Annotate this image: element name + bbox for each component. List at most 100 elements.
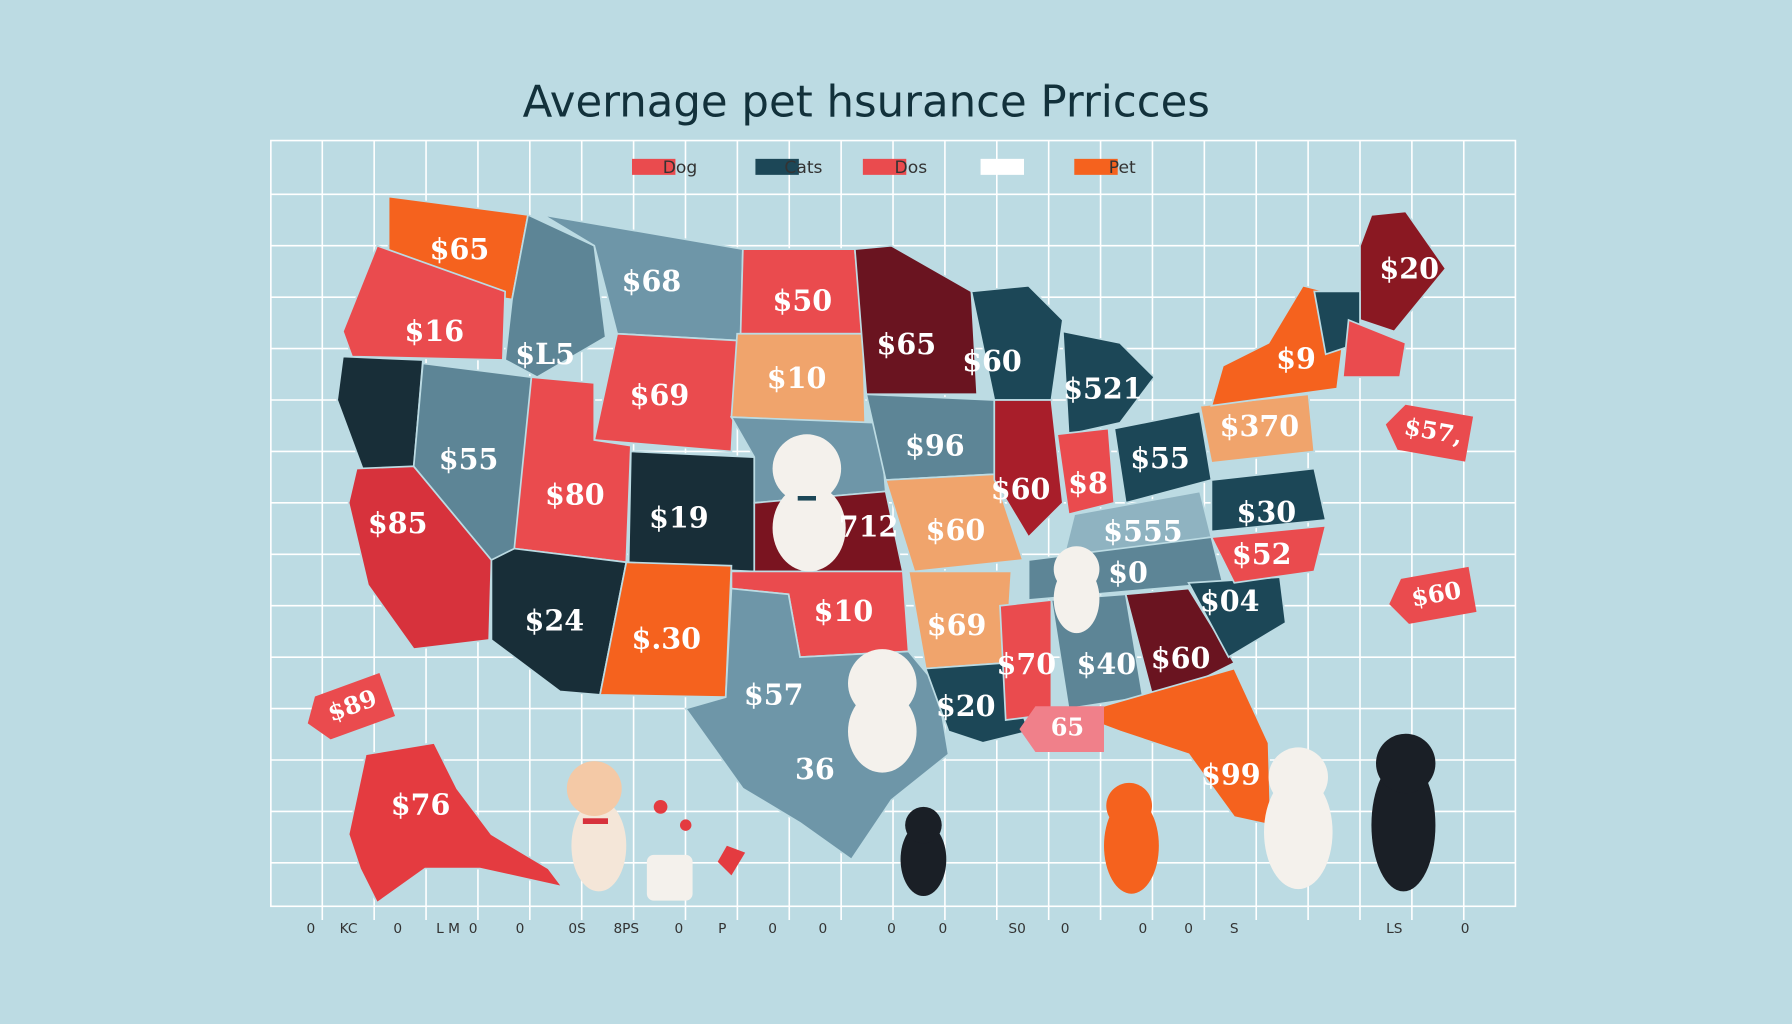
price-label: $555 [1103, 514, 1183, 548]
state [1341, 318, 1407, 378]
legend-label: Cats [784, 158, 822, 178]
state [1061, 330, 1156, 436]
price-label: $370 [1220, 409, 1300, 443]
price-label: $96 [905, 429, 965, 463]
axis-label: P [718, 921, 726, 937]
cat [1104, 782, 1159, 894]
axis-label: 0 [1184, 921, 1193, 937]
price-label: $10 [814, 594, 874, 628]
price-label: $20 [1379, 251, 1439, 285]
axis-label: 0 [887, 921, 896, 937]
legend-label: Pet [1109, 158, 1136, 178]
price-label: $65 [430, 232, 490, 266]
price-label: $24 [524, 603, 584, 637]
price-label: $L5 [515, 337, 575, 371]
price-label: $20 [936, 689, 996, 723]
axis-label: 0 [1138, 921, 1147, 937]
axis-label: 0 [1461, 921, 1470, 937]
axis-label: 0 [674, 921, 683, 937]
island [653, 800, 668, 814]
price-label: $50 [772, 283, 832, 317]
state [1210, 467, 1327, 533]
price-label: 36 [795, 752, 835, 786]
axis-label: 0 [469, 921, 478, 937]
axis-label: L M [436, 921, 460, 937]
state [1056, 427, 1116, 516]
animals [566, 434, 1436, 901]
price-label: $60 [926, 513, 986, 547]
title: Avernage pet hsurance Prricces [523, 78, 1210, 128]
axis-label: S0 [1008, 921, 1025, 937]
price-label: $30 [1236, 495, 1296, 529]
axis-label: 8PS [613, 921, 639, 937]
price-label: $0 [1108, 555, 1148, 589]
dog [566, 761, 627, 892]
axis-label: KC [340, 921, 358, 937]
tag-shape [1385, 404, 1474, 462]
state [993, 399, 1064, 539]
state [853, 244, 979, 396]
price-label: $.30 [631, 622, 701, 656]
state [924, 661, 1030, 744]
cat [900, 806, 947, 896]
price-tags: $89 65 $57, $60 [307, 404, 1477, 752]
legend-swatch [755, 158, 799, 175]
legend-swatch [862, 158, 907, 175]
cat [646, 854, 693, 901]
axis-label: S [1230, 921, 1239, 937]
price-tag: $89 [307, 673, 396, 740]
price-label: $85 [368, 506, 428, 540]
tag-shape [1019, 706, 1104, 752]
price-label: $8 [1068, 466, 1108, 500]
price-label: $52 [1232, 537, 1292, 571]
state [970, 284, 1064, 401]
price-label: $04 [1200, 584, 1260, 618]
price-label: $16 [404, 314, 464, 348]
tag-label: 65 [1051, 713, 1084, 742]
price-label: $55 [439, 442, 499, 476]
axis-label: 0 [516, 921, 525, 937]
state [593, 332, 739, 453]
price-label: $60 [962, 344, 1022, 378]
price-label: $70 [996, 647, 1056, 681]
axis-label: 0 [768, 921, 777, 937]
price-label: $68 [622, 264, 682, 298]
legend-swatch [632, 158, 676, 175]
price-label: $19 [649, 500, 709, 534]
island [680, 819, 692, 831]
price-label: 712 [839, 510, 899, 544]
dog [848, 649, 917, 773]
price-label: $76 [391, 787, 451, 821]
state [347, 741, 565, 905]
axis-label: 0S [568, 921, 585, 937]
price-labels: $65 $16 $85 $68 $L5 $55 $69 $50 $10 $65 $60 $521 $80… [368, 232, 1439, 821]
price-label: $9 [1276, 342, 1316, 376]
states [336, 195, 1447, 905]
price-label: $65 [876, 327, 936, 361]
price-label: $69 [630, 378, 690, 412]
price-tag: 65 [1019, 706, 1104, 752]
price-tag: $60 [1389, 566, 1477, 624]
dog [1264, 747, 1333, 890]
axis-label: 0 [938, 921, 947, 937]
dog [1053, 546, 1100, 634]
price-tag: $57, [1385, 404, 1474, 462]
dog [772, 434, 846, 572]
price-label: $55 [1130, 441, 1190, 475]
state [1071, 667, 1272, 827]
axis-label: 0 [1061, 921, 1070, 937]
bottom-axis: 0 KC 0 L M 0 0 0S 8PS 0 P 0 0 0 0 S0 0 0 0 S LS 0 [306, 921, 1469, 937]
axis-label: 0 [306, 921, 315, 937]
cat [1371, 733, 1436, 892]
price-label: $80 [545, 478, 605, 512]
price-label: $60 [1151, 641, 1211, 675]
state [1124, 587, 1236, 705]
state [341, 244, 507, 361]
price-label: $40 [1076, 647, 1136, 681]
legend-swatch [1074, 158, 1118, 175]
price-label: $521 [1063, 371, 1143, 405]
tag-shape [1389, 566, 1477, 624]
axis-label: 0 [393, 921, 402, 937]
